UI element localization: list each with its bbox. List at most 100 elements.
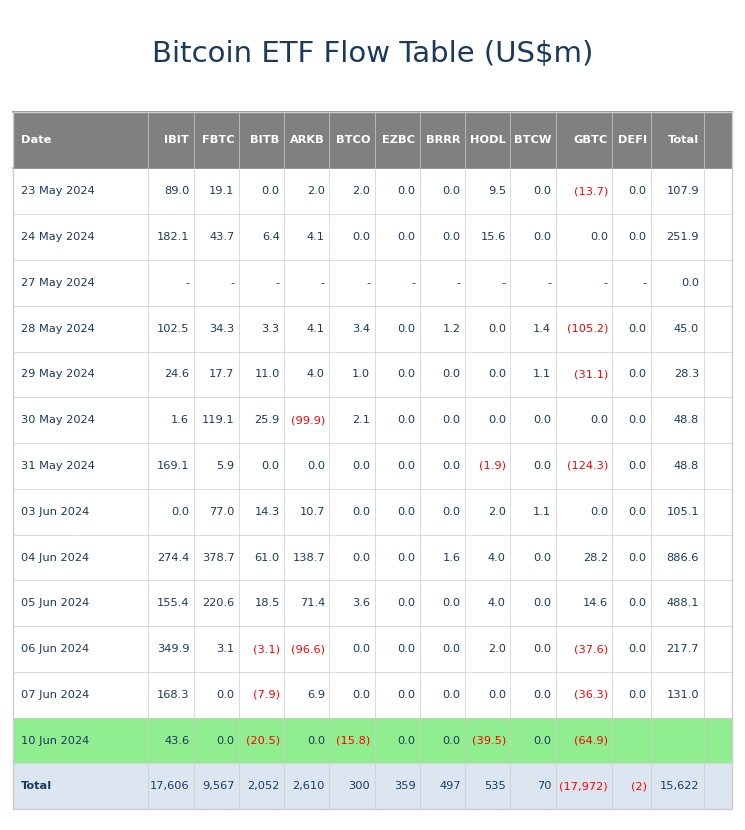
Text: 0.0: 0.0 xyxy=(533,187,551,197)
Text: 0.0: 0.0 xyxy=(171,507,189,517)
Text: 274.4: 274.4 xyxy=(157,553,189,563)
Text: 1.1: 1.1 xyxy=(533,507,551,517)
Text: 43.6: 43.6 xyxy=(164,735,189,745)
Text: 0.0: 0.0 xyxy=(629,232,647,242)
Text: 0.0: 0.0 xyxy=(533,232,551,242)
Text: 0.0: 0.0 xyxy=(397,324,416,334)
Text: 0.0: 0.0 xyxy=(443,232,460,242)
Text: 378.7: 378.7 xyxy=(202,553,235,563)
Text: 2,052: 2,052 xyxy=(247,781,279,791)
Text: HODL: HODL xyxy=(470,135,506,145)
Text: (124.3): (124.3) xyxy=(567,461,608,471)
Text: 5.9: 5.9 xyxy=(216,461,235,471)
Text: 1.4: 1.4 xyxy=(533,324,551,334)
Text: 0.0: 0.0 xyxy=(261,461,279,471)
Text: 0.0: 0.0 xyxy=(397,461,416,471)
Text: 4.0: 4.0 xyxy=(307,369,325,379)
Text: 0.0: 0.0 xyxy=(629,324,647,334)
Text: 0.0: 0.0 xyxy=(488,690,506,700)
Text: 0.0: 0.0 xyxy=(681,278,699,288)
Text: 0.0: 0.0 xyxy=(352,232,370,242)
Text: (105.2): (105.2) xyxy=(566,324,608,334)
Text: (1.9): (1.9) xyxy=(479,461,506,471)
Text: (99.9): (99.9) xyxy=(291,415,325,425)
Text: IBIT: IBIT xyxy=(165,135,189,145)
Text: -: - xyxy=(276,278,279,288)
Text: GBTC: GBTC xyxy=(574,135,608,145)
Text: DEFI: DEFI xyxy=(618,135,647,145)
Text: 1.1: 1.1 xyxy=(533,369,551,379)
Text: 4.0: 4.0 xyxy=(488,553,506,563)
Bar xyxy=(13,718,732,764)
Text: 2.0: 2.0 xyxy=(352,187,370,197)
Text: 70: 70 xyxy=(536,781,551,791)
Text: 0.0: 0.0 xyxy=(629,461,647,471)
Bar xyxy=(13,112,732,809)
Text: BRRR: BRRR xyxy=(426,135,460,145)
Text: 0.0: 0.0 xyxy=(307,461,325,471)
Text: 05 Jun 2024: 05 Jun 2024 xyxy=(21,598,89,608)
Text: 0.0: 0.0 xyxy=(533,735,551,745)
Text: 1.6: 1.6 xyxy=(171,415,189,425)
Text: 0.0: 0.0 xyxy=(443,644,460,654)
Text: 1.2: 1.2 xyxy=(443,324,460,334)
Text: 0.0: 0.0 xyxy=(443,507,460,517)
Text: 34.3: 34.3 xyxy=(209,324,235,334)
Text: 77.0: 77.0 xyxy=(209,507,235,517)
Bar xyxy=(13,626,732,672)
Text: 24.6: 24.6 xyxy=(164,369,189,379)
Text: 0.0: 0.0 xyxy=(629,598,647,608)
Text: 29 May 2024: 29 May 2024 xyxy=(21,369,95,379)
Text: -: - xyxy=(457,278,460,288)
Text: (17,972): (17,972) xyxy=(559,781,608,791)
Text: 0.0: 0.0 xyxy=(533,461,551,471)
Text: 28.3: 28.3 xyxy=(674,369,699,379)
Text: 0.0: 0.0 xyxy=(443,187,460,197)
Text: 48.8: 48.8 xyxy=(674,415,699,425)
Text: 2.0: 2.0 xyxy=(488,644,506,654)
Text: (3.1): (3.1) xyxy=(253,644,279,654)
Text: 9.5: 9.5 xyxy=(488,187,506,197)
Text: 0.0: 0.0 xyxy=(590,507,608,517)
Text: (39.5): (39.5) xyxy=(472,735,506,745)
Text: 217.7: 217.7 xyxy=(667,644,699,654)
Text: -: - xyxy=(230,278,235,288)
Text: 0.0: 0.0 xyxy=(533,415,551,425)
Text: 0.0: 0.0 xyxy=(488,415,506,425)
Text: (7.9): (7.9) xyxy=(253,690,279,700)
Text: 30 May 2024: 30 May 2024 xyxy=(21,415,95,425)
Text: 6.4: 6.4 xyxy=(261,232,279,242)
Text: 71.4: 71.4 xyxy=(299,598,325,608)
Text: 0.0: 0.0 xyxy=(443,461,460,471)
Text: BTCO: BTCO xyxy=(335,135,370,145)
Text: -: - xyxy=(411,278,416,288)
Text: 0.0: 0.0 xyxy=(216,690,235,700)
Text: -: - xyxy=(547,278,551,288)
Text: 0.0: 0.0 xyxy=(590,415,608,425)
Text: 359: 359 xyxy=(393,781,416,791)
Text: BITB: BITB xyxy=(250,135,279,145)
Text: (13.7): (13.7) xyxy=(574,187,608,197)
Text: 3.3: 3.3 xyxy=(261,324,279,334)
Bar xyxy=(13,672,732,718)
Text: 2.0: 2.0 xyxy=(307,187,325,197)
Text: 0.0: 0.0 xyxy=(397,735,416,745)
Text: 0.0: 0.0 xyxy=(533,644,551,654)
Text: 2.1: 2.1 xyxy=(352,415,370,425)
Text: (64.9): (64.9) xyxy=(574,735,608,745)
Text: 06 Jun 2024: 06 Jun 2024 xyxy=(21,644,89,654)
Text: 89.0: 89.0 xyxy=(164,187,189,197)
Text: ARKB: ARKB xyxy=(291,135,325,145)
Bar xyxy=(13,305,732,352)
Text: 10 Jun 2024: 10 Jun 2024 xyxy=(21,735,89,745)
Text: 43.7: 43.7 xyxy=(209,232,235,242)
Text: 0.0: 0.0 xyxy=(352,507,370,517)
Text: 18.5: 18.5 xyxy=(254,598,279,608)
Text: 10.7: 10.7 xyxy=(299,507,325,517)
Text: 488.1: 488.1 xyxy=(667,598,699,608)
Text: 0.0: 0.0 xyxy=(629,644,647,654)
Text: 169.1: 169.1 xyxy=(156,461,189,471)
Text: 48.8: 48.8 xyxy=(674,461,699,471)
Text: 0.0: 0.0 xyxy=(533,690,551,700)
Text: 0.0: 0.0 xyxy=(397,369,416,379)
